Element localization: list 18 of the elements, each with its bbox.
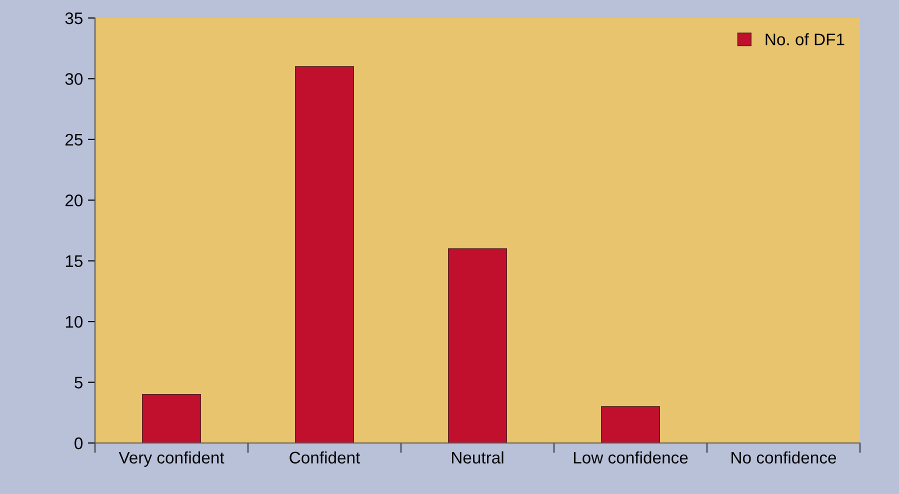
y-tick-label: 30 bbox=[65, 73, 83, 85]
y-tick-label: 20 bbox=[65, 194, 83, 206]
legend-label: No. of DF1 bbox=[766, 33, 844, 46]
x-tick-label: Confident bbox=[290, 451, 360, 464]
y-tick-label: 15 bbox=[66, 255, 82, 268]
y-tick-label: 0 bbox=[74, 437, 83, 450]
bar bbox=[142, 394, 201, 443]
bar bbox=[601, 406, 660, 443]
bar bbox=[448, 248, 507, 443]
x-tick-label: Very confident bbox=[118, 451, 224, 467]
x-tick-label: No confidence bbox=[732, 451, 836, 464]
y-tick-label: 5 bbox=[74, 376, 82, 388]
y-tick-label: 25 bbox=[65, 134, 82, 146]
y-tick-label: 10 bbox=[66, 316, 83, 328]
x-tick-label: Neutral bbox=[452, 451, 504, 464]
y-tick-label: 35 bbox=[65, 12, 82, 24]
bar bbox=[295, 66, 354, 443]
x-tick-label: Low confidence bbox=[574, 451, 688, 464]
